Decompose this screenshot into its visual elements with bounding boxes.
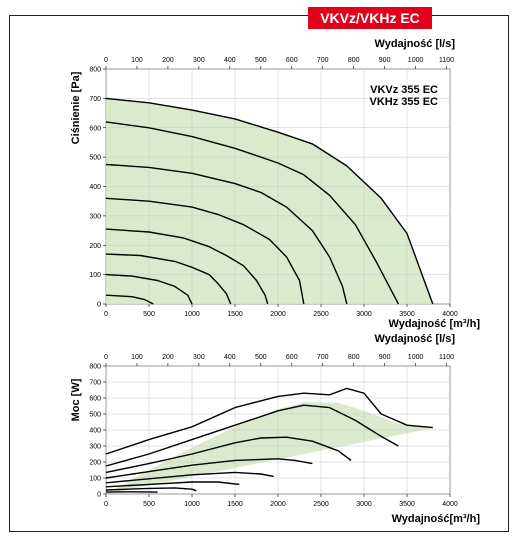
pressure-top-tick-label: 100 [131, 57, 143, 64]
pressure-curve-3 [105, 163, 348, 305]
pressure-xtick-label: 2000 [270, 311, 286, 318]
pressure-ytick-label: 200 [89, 243, 101, 250]
power-top-tick-label: 800 [348, 354, 360, 361]
pressure-curve-7 [105, 273, 193, 305]
power-ytick-label: 600 [89, 396, 101, 403]
pressure-top-tick-label: 900 [379, 57, 391, 64]
power-xtick-label: 1000 [184, 501, 200, 508]
pressure-top-xlabel: Wydajność [l/s] [375, 38, 456, 50]
pressure-xtick-label: 0 [104, 311, 108, 318]
pressure-xlabel: Wydajność [m³/h] [389, 318, 481, 330]
pressure-top-tick-label: 0 [104, 57, 108, 64]
chart-frame [9, 15, 509, 532]
pressure-xtick-label: 2500 [313, 311, 329, 318]
power-curve-1 [105, 387, 433, 455]
power-xtick-label: 500 [143, 501, 155, 508]
power-ytick-label: 400 [89, 428, 101, 435]
pressure-curve-2 [105, 121, 400, 305]
pressure-ytick-label: 700 [89, 96, 101, 103]
power-xtick-label: 3000 [356, 501, 372, 508]
power-curve-5 [105, 471, 274, 484]
power-top-tick-label: 900 [379, 354, 391, 361]
power-ylabel: Moc [W] [70, 378, 82, 421]
pressure-top-tick-label: 500 [255, 57, 267, 64]
power-xtick-label: 2500 [313, 501, 329, 508]
power-xlabel: Wydajność[m³/h] [392, 513, 481, 525]
pressure-top-tick-label: 400 [224, 57, 236, 64]
power-top-tick-label: 600 [286, 354, 298, 361]
power-ytick-label: 800 [89, 364, 101, 371]
power-top-tick-label: 700 [317, 354, 329, 361]
power-ytick-label: 300 [89, 444, 101, 451]
power-top-xlabel: Wydajność [l/s] [375, 333, 456, 345]
pressure-curve-1 [105, 97, 434, 305]
power-top-tick-label: 300 [193, 354, 205, 361]
pressure-top-tick-label: 600 [286, 57, 298, 64]
power-xtick-label: 4000 [442, 501, 458, 508]
pressure-ylabel: Ciśnienie [Pa] [70, 71, 82, 144]
power-curve-4 [105, 458, 313, 479]
power-operating-area [106, 402, 433, 494]
pressure-curve-8 [105, 294, 154, 305]
power-top-tick-label: 1000 [408, 354, 424, 361]
power-curve-6 [105, 481, 240, 488]
power-curve-3 [105, 436, 352, 474]
power-top-tick-label: 1100 [439, 354, 454, 361]
pressure-xtick-label: 4000 [442, 311, 458, 318]
power-xtick-label: 0 [104, 501, 108, 508]
pressure-xtick-label: 3000 [356, 311, 372, 318]
header-title: VKVz/VKHz EC [308, 7, 432, 29]
power-top-tick-label: 100 [131, 354, 143, 361]
pressure-top-tick-label: 1000 [408, 57, 424, 64]
power-ytick-label: 200 [89, 460, 101, 467]
power-curve-7 [105, 487, 197, 492]
pressure-top-tick-label: 700 [317, 57, 329, 64]
pressure-ytick-label: 0 [97, 302, 101, 309]
pressure-ytick-label: 100 [89, 272, 101, 279]
power-top-tick-label: 0 [104, 354, 108, 361]
power-top-tick-label: 400 [224, 354, 236, 361]
pressure-curve-6 [105, 253, 232, 305]
model-label: VKVz 355 EC [370, 84, 438, 96]
power-ytick-label: 500 [89, 412, 101, 419]
power-xtick-label: 3500 [399, 501, 415, 508]
pressure-ytick-label: 600 [89, 125, 101, 132]
power-top-tick-label: 500 [255, 354, 267, 361]
pressure-ytick-label: 400 [89, 184, 101, 191]
power-ytick-label: 700 [89, 380, 101, 387]
pressure-ytick-label: 500 [89, 155, 101, 162]
pressure-curve-5 [105, 228, 269, 305]
power-top-tick-label: 200 [162, 354, 174, 361]
pressure-top-tick-label: 200 [162, 57, 174, 64]
pressure-ytick-label: 300 [89, 213, 101, 220]
pressure-ytick-label: 800 [89, 67, 101, 74]
pressure-xtick-label: 1500 [227, 311, 243, 318]
power-ytick-label: 0 [97, 492, 101, 499]
pressure-top-tick-label: 300 [193, 57, 205, 64]
pressure-xtick-label: 3500 [399, 311, 415, 318]
pressure-xtick-label: 500 [143, 311, 155, 318]
pressure-top-tick-label: 800 [348, 57, 360, 64]
pressure-curve-4 [105, 197, 305, 305]
power-curve-2 [105, 404, 399, 467]
pressure-xtick-label: 1000 [184, 311, 200, 318]
pressure-operating-area [106, 98, 433, 304]
pressure-top-tick-label: 1100 [439, 57, 454, 64]
power-ytick-label: 100 [89, 476, 101, 483]
power-xtick-label: 2000 [270, 501, 286, 508]
power-xtick-label: 1500 [227, 501, 243, 508]
model-label: VKHz 355 EC [370, 96, 439, 108]
